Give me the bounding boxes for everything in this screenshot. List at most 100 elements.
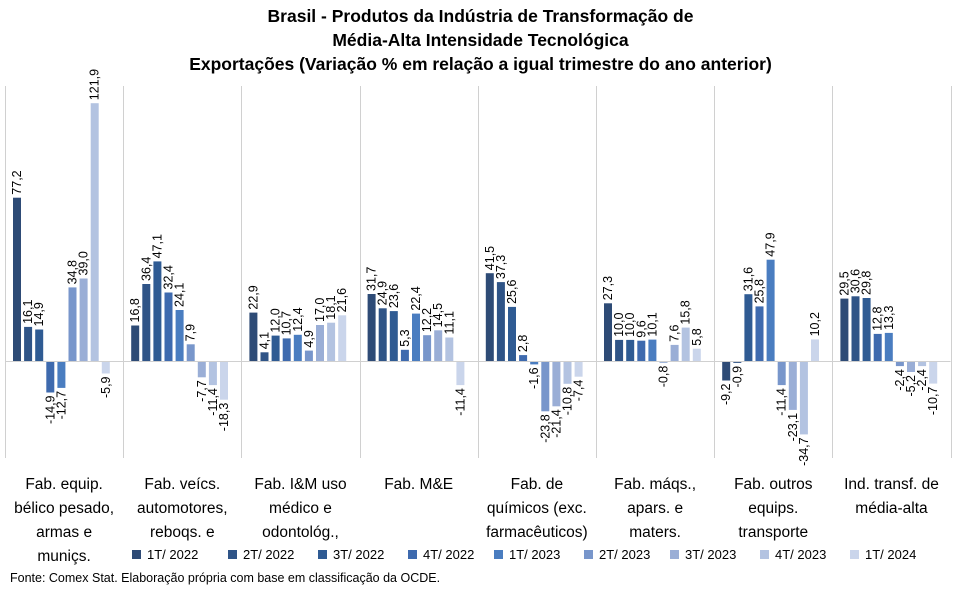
category-label-line: Fab. equip. (25, 476, 103, 493)
data-label: -12,7 (54, 391, 68, 420)
data-label: 77,2 (10, 170, 24, 194)
category-label-line: Fab. M&E (384, 476, 454, 493)
bar (208, 361, 217, 386)
legend-swatch (670, 550, 679, 559)
category-label: Fab. M&E (360, 473, 478, 497)
bar (131, 325, 140, 361)
bar (722, 361, 731, 381)
data-label: 23,6 (387, 284, 401, 308)
data-label: 36,4 (139, 257, 153, 281)
bar (46, 361, 55, 393)
data-label: -14,9 (43, 395, 57, 424)
category-label-line: bélico pesado, (14, 500, 115, 517)
bar (445, 337, 454, 361)
bar (563, 361, 572, 384)
bar (282, 338, 291, 361)
bar (220, 361, 228, 400)
data-label: 21,6 (335, 288, 349, 312)
category-label-line: farmacêuticos) (486, 524, 588, 541)
legend-swatch (850, 550, 859, 559)
bar (293, 334, 302, 361)
bar (637, 340, 646, 361)
data-label: 10,0 (623, 313, 637, 337)
bar (456, 361, 465, 386)
data-label: 30,6 (849, 269, 863, 293)
data-label: 41,5 (483, 246, 497, 270)
data-label: 22,9 (246, 285, 260, 309)
category-label: Fab. outros equips. transporte (714, 473, 832, 545)
bar (755, 306, 764, 361)
bar (873, 333, 882, 361)
bar (378, 308, 387, 361)
data-label: 14,9 (32, 302, 46, 326)
bar (604, 303, 612, 361)
data-label: 7,6 (668, 324, 682, 341)
bar (57, 361, 66, 388)
bar (260, 352, 269, 361)
data-label: 37,3 (494, 255, 508, 279)
bar (249, 312, 258, 361)
legend-item: 1T/ 2023 (494, 546, 560, 564)
data-label: 10,1 (645, 312, 659, 336)
bar (508, 306, 516, 361)
data-label: 27,3 (601, 276, 615, 300)
data-label: 10,7 (280, 311, 294, 335)
bar (777, 361, 786, 386)
data-label: 29,5 (837, 271, 851, 295)
category-label-line: Fab. outros (734, 476, 813, 493)
data-label: 5,3 (398, 329, 412, 346)
bar (389, 311, 398, 361)
bar (884, 332, 893, 361)
data-label: 16,8 (128, 298, 142, 322)
category-label-line: armas e (36, 524, 93, 541)
data-label: -10,8 (561, 387, 575, 416)
data-label: -1,6 (527, 367, 541, 389)
bar (929, 361, 938, 384)
data-label: 25,8 (753, 279, 767, 303)
bar (552, 361, 561, 407)
data-label: -2,4 (915, 369, 929, 391)
legend-label: 1T/ 2022 (147, 547, 199, 562)
data-label: -5,9 (99, 376, 113, 398)
bar (862, 298, 871, 361)
category-label: Fab. veícs. automotores, reboqs. e (123, 473, 241, 545)
category-label-line: químicos (exc. (486, 500, 587, 517)
category-label-line: Fab. máqs., (614, 476, 697, 493)
data-label: 12,0 (269, 308, 283, 332)
data-label: -21,4 (549, 409, 563, 438)
data-label: -23,8 (538, 414, 552, 443)
bar (164, 292, 173, 361)
bar (412, 313, 420, 361)
bar (788, 361, 797, 410)
bar (338, 315, 347, 361)
legend-label: 3T/ 2023 (685, 547, 737, 562)
data-label: 32,4 (162, 265, 176, 289)
data-label: -34,7 (797, 437, 811, 466)
data-label: -7,7 (195, 380, 209, 402)
category-label: Fab. de químicos (exc. farmacêuticos) (478, 473, 596, 545)
data-label: -10,7 (926, 387, 940, 416)
legend-label: 4T/ 2023 (775, 547, 827, 562)
data-label: 13,3 (882, 306, 896, 330)
legend-swatch (760, 550, 769, 559)
data-label: -18,3 (217, 403, 231, 432)
category-label-line: maters. (629, 524, 681, 541)
bar (626, 339, 635, 362)
bar (670, 344, 679, 361)
bar (79, 278, 88, 361)
chart-title-line-1: Brasil - Produtos da Indústria de Transf… (267, 6, 694, 26)
data-label: -0,9 (730, 366, 744, 388)
data-label: 34,8 (66, 260, 80, 284)
bar (175, 310, 184, 361)
category-label-line: Fab. veícs. (144, 476, 221, 493)
bar (68, 287, 77, 361)
bar (24, 326, 33, 361)
data-label: -11,4 (453, 388, 467, 416)
bar (766, 259, 775, 361)
category-label-line: Ind. transf. de (844, 476, 939, 493)
bar (681, 327, 690, 361)
bar (101, 361, 110, 374)
category-label: Fab. equip. bélico pesado, armas e muniçs. (5, 473, 123, 569)
data-label: 12,2 (420, 308, 434, 332)
category-label-line: médico e (269, 500, 332, 517)
